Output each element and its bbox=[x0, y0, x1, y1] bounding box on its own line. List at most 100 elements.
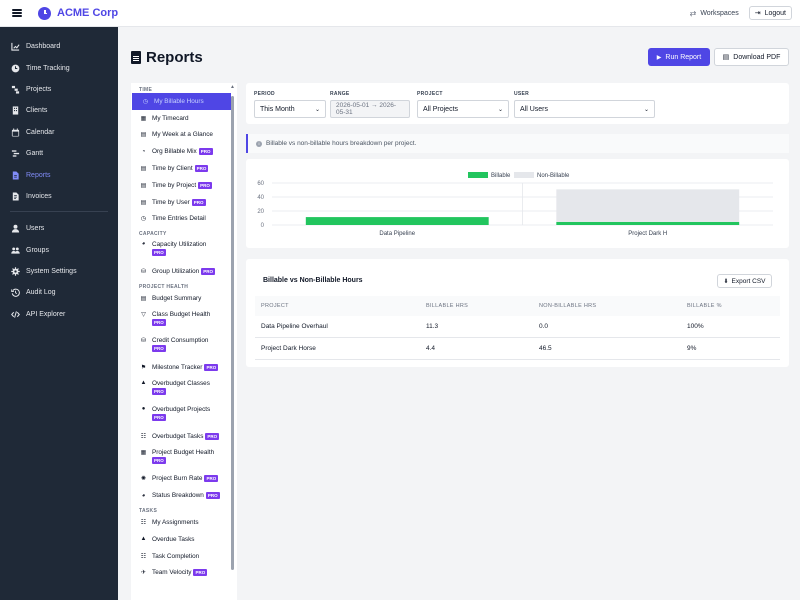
report-item-milestone-tracker[interactable]: ⚑ Milestone Tracker PRO bbox=[131, 359, 231, 376]
brand[interactable]: ACME Corp bbox=[38, 6, 118, 20]
sidebar-item-users[interactable]: Users bbox=[0, 218, 118, 239]
cell-non-billable: 0.0 bbox=[539, 323, 549, 330]
user-value: All Users bbox=[520, 105, 549, 113]
sidebar-item-gantt[interactable]: Gantt bbox=[0, 143, 118, 164]
report-item-budget-summary[interactable]: ▤ Budget Summary bbox=[131, 290, 231, 307]
report-item-my-billable-hours[interactable]: ◷ My Billable Hours bbox=[132, 93, 231, 110]
legend-swatch bbox=[514, 172, 534, 178]
sidebar-item-clients[interactable]: Clients bbox=[0, 100, 118, 121]
calendar-icon bbox=[10, 127, 20, 137]
report-icon: ⚑ bbox=[140, 364, 147, 371]
run-report-button[interactable]: ▶ Run Report bbox=[648, 48, 710, 66]
report-item-group-utilization[interactable]: ⛁ Group Utilization PRO bbox=[131, 263, 231, 280]
report-item-time-entries-detail[interactable]: ◷ Time Entries Detail bbox=[131, 211, 231, 228]
cell-billable-pct: 9% bbox=[687, 345, 697, 352]
sidebar-item-dashboard[interactable]: Dashboard bbox=[0, 36, 118, 57]
report-item-overbudget-projects[interactable]: ● Overbudget Projects PRO bbox=[131, 402, 231, 428]
report-icon: ☷ bbox=[140, 553, 147, 560]
report-list-panel: TIME ◷ My Billable Hours ▦ My Timecard ▤ My We… bbox=[131, 83, 237, 600]
document-icon bbox=[131, 51, 141, 64]
report-item-label: Time Entries Detail bbox=[152, 215, 206, 223]
report-item-org-billable-mix[interactable]: ◔ Org Billable Mix PRO bbox=[131, 143, 231, 160]
project-label: PROJECT bbox=[417, 91, 443, 97]
report-item-project-budget-health[interactable]: ▦ Project Budget Health PRO bbox=[131, 445, 231, 471]
sidebar-item-reports[interactable]: Reports bbox=[0, 164, 118, 185]
range-field[interactable]: 2026-05-01 → 2026-05-31 bbox=[330, 100, 410, 118]
cell-billable: 4.4 bbox=[426, 345, 436, 352]
sidebar-item-label: Reports bbox=[26, 171, 51, 179]
user-select[interactable]: All Users ⌄ bbox=[514, 100, 655, 118]
report-item-time-by-client[interactable]: ▤ Time by Client PRO bbox=[131, 160, 231, 177]
report-item-label: Time by Project bbox=[152, 181, 197, 189]
x-tick-label: Data Pipeline bbox=[379, 231, 415, 237]
bar-billable bbox=[556, 221, 740, 225]
report-item-label: My Assignments bbox=[152, 519, 199, 527]
hamburger-menu-icon[interactable] bbox=[12, 9, 22, 17]
report-item-my-timecard[interactable]: ▦ My Timecard bbox=[131, 110, 231, 127]
report-item-label: Overbudget Classes bbox=[152, 379, 210, 387]
sidebar-item-groups[interactable]: Groups bbox=[0, 240, 118, 261]
download-pdf-button[interactable]: ▤ Download PDF bbox=[714, 48, 789, 66]
table-row[interactable]: Data Pipeline Overhaul 11.3 0.0 100% bbox=[255, 316, 780, 338]
report-item-label: My Timecard bbox=[152, 114, 189, 122]
report-item-label: Milestone Tracker bbox=[152, 363, 203, 371]
report-icon: ▤ bbox=[140, 296, 147, 303]
report-icon: ◕ bbox=[141, 492, 146, 499]
bar-billable bbox=[305, 217, 489, 225]
report-item-my-assignments[interactable]: ☷ My Assignments bbox=[131, 514, 231, 531]
sidebar-item-audit-log[interactable]: Audit Log bbox=[0, 282, 118, 303]
sidebar-item-calendar[interactable]: Calendar bbox=[0, 122, 118, 143]
sidebar-item-label: Clients bbox=[26, 107, 48, 115]
sidebar-item-system-settings[interactable]: System Settings bbox=[0, 261, 118, 282]
range-label: RANGE bbox=[330, 91, 350, 97]
logout-button[interactable]: ⇥ Logout bbox=[748, 6, 792, 20]
report-group-heading: TASKS bbox=[139, 508, 158, 515]
legend-swatch bbox=[468, 172, 488, 178]
report-item-status-breakdown[interactable]: ◕ Status Breakdown PRO bbox=[131, 487, 231, 504]
bar-non-billable bbox=[556, 189, 740, 222]
pro-badge: PRO bbox=[205, 492, 220, 500]
report-icon: ◷ bbox=[142, 98, 149, 105]
sidebar-item-invoices[interactable]: Invoices bbox=[0, 186, 118, 207]
period-select[interactable]: This Month ⌄ bbox=[254, 100, 326, 118]
building-icon bbox=[10, 106, 20, 116]
sidebar-item-projects[interactable]: Projects bbox=[0, 79, 118, 100]
groups-icon bbox=[10, 245, 20, 255]
gantt-icon bbox=[10, 149, 20, 159]
report-item-time-by-project[interactable]: ▤ Time by Project PRO bbox=[131, 177, 231, 194]
report-item-my-week-at-a-glance[interactable]: ▤ My Week at a Glance bbox=[131, 127, 231, 144]
project-select[interactable]: All Projects ⌄ bbox=[417, 100, 509, 118]
column-header: BILLABLE % bbox=[687, 303, 722, 309]
sidebar-item-label: System Settings bbox=[26, 268, 77, 276]
legend-label: Billable bbox=[491, 173, 511, 179]
top-bar: ACME Corp ⇄ Workspaces ⇥ Logout bbox=[0, 0, 800, 27]
clock-logo-icon bbox=[38, 6, 51, 20]
report-item-class-budget-health[interactable]: ▽ Class Budget Health PRO bbox=[131, 307, 231, 333]
report-item-credit-consumption[interactable]: ⛁ Credit Consumption PRO bbox=[131, 333, 231, 359]
download-pdf-label: Download PDF bbox=[733, 53, 781, 61]
sidebar-item-label: Time Tracking bbox=[26, 64, 70, 72]
table-row[interactable]: Project Dark Horse 4.4 46.5 9% bbox=[255, 338, 780, 360]
pro-badge: PRO bbox=[152, 249, 166, 257]
report-item-project-burn-rate[interactable]: ✺ Project Burn Rate PRO bbox=[131, 471, 231, 488]
report-icon: ◷ bbox=[140, 216, 147, 223]
report-item-time-by-user[interactable]: ▤ Time by User PRO bbox=[131, 194, 231, 211]
report-item-overbudget-tasks[interactable]: ☷ Overbudget Tasks PRO bbox=[131, 428, 231, 445]
report-item-capacity-utilization[interactable]: ◕ Capacity Utilization PRO bbox=[131, 237, 231, 263]
report-list-scrollbar[interactable] bbox=[231, 96, 234, 570]
users-icon bbox=[10, 224, 20, 234]
sidebar-item-api-explorer[interactable]: API Explorer bbox=[0, 304, 118, 325]
report-list: TIME ◷ My Billable Hours ▦ My Timecard ▤ My We… bbox=[131, 83, 231, 581]
sidebar-divider bbox=[10, 211, 108, 213]
chart-icon bbox=[10, 42, 20, 52]
report-item-team-velocity[interactable]: ✈ Team Velocity PRO bbox=[131, 565, 231, 582]
sidebar-item-time-tracking[interactable]: Time Tracking bbox=[0, 57, 118, 78]
sidebar-item-label: API Explorer bbox=[26, 310, 66, 318]
workspaces-link[interactable]: ⇄ Workspaces bbox=[690, 9, 739, 18]
report-item-overdue-tasks[interactable]: ▲ Overdue Tasks bbox=[131, 531, 231, 548]
export-csv-button[interactable]: ⬇ Export CSV bbox=[717, 274, 772, 288]
report-item-overbudget-classes[interactable]: ▲ Overbudget Classes PRO bbox=[131, 376, 231, 402]
report-item-task-completion[interactable]: ☷ Task Completion bbox=[131, 548, 231, 565]
scroll-up-icon[interactable]: ▲ bbox=[230, 84, 235, 90]
report-icon: ▲ bbox=[140, 379, 147, 386]
